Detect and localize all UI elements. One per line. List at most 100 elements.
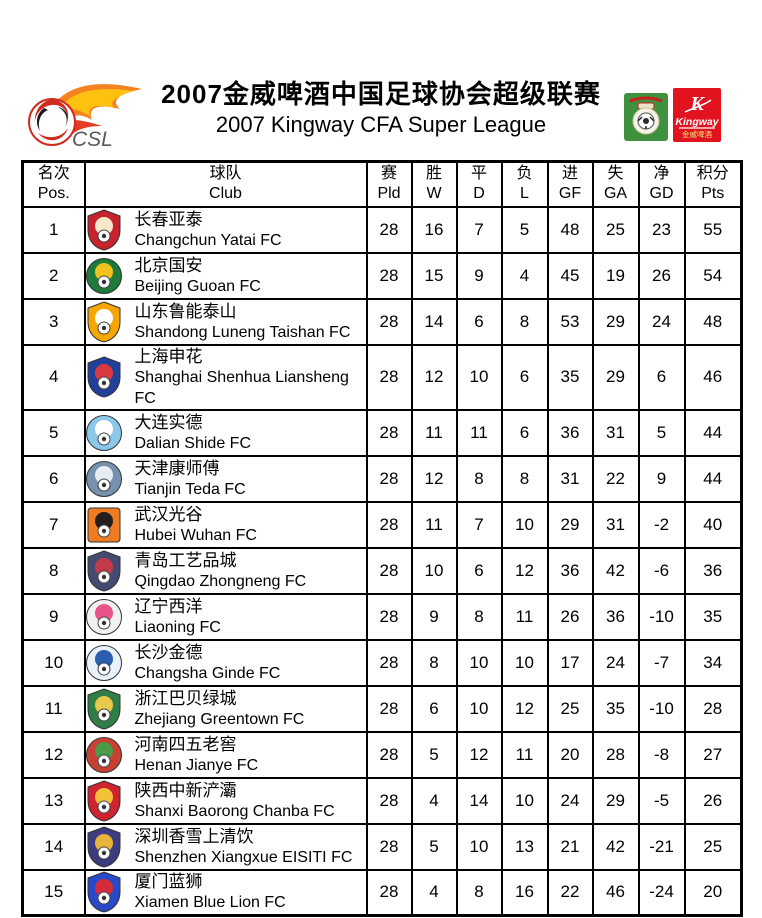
club-crest-icon xyxy=(86,208,122,251)
club-name-chinese: 青岛工艺品城 xyxy=(134,550,237,570)
position-cell: 3 xyxy=(21,297,86,346)
losses-cell: 16 xyxy=(500,868,549,917)
played-cell: 28 xyxy=(365,500,413,549)
column-header-en: GA xyxy=(603,185,628,203)
table-row: 6 天津康师傅 Tianjin Teda FC 28 12 8 8 31 22 9 44 xyxy=(21,454,743,503)
position-cell: 14 xyxy=(21,822,86,871)
losses-cell: 11 xyxy=(500,730,549,779)
club-cell: 青岛工艺品城 Qingdao Zhongneng FC xyxy=(83,546,368,595)
points-cell: 28 xyxy=(683,684,743,733)
position-cell: 15 xyxy=(21,868,86,917)
wins-cell: 12 xyxy=(410,343,458,411)
club-name-chinese: 北京国安 xyxy=(134,255,203,275)
draws-cell: 6 xyxy=(455,297,503,346)
column-header-club: 球队 Club xyxy=(83,160,368,208)
club-cell: 天津康师傅 Tianjin Teda FC xyxy=(83,454,368,503)
wins-cell: 9 xyxy=(410,592,458,641)
losses-cell: 10 xyxy=(500,500,549,549)
column-header-zh: 赛 xyxy=(380,165,397,183)
csl-logo-text: CSL xyxy=(72,128,113,151)
played-cell: 28 xyxy=(365,730,413,779)
position-cell: 8 xyxy=(21,546,86,595)
goals-against-cell: 19 xyxy=(591,251,640,300)
losses-cell: 6 xyxy=(500,408,549,457)
column-header-en: D xyxy=(473,185,485,203)
position-cell: 1 xyxy=(21,205,86,254)
column-header-pld: 赛 Pld xyxy=(365,160,413,208)
wins-cell: 11 xyxy=(410,408,458,457)
goals-against-cell: 46 xyxy=(591,868,640,917)
club-cell: 长春亚泰 Changchun Yatai FC xyxy=(83,205,368,254)
points-cell: 54 xyxy=(683,251,743,300)
column-header-zh: 积分 xyxy=(696,165,729,183)
csl-league-logo: CSL xyxy=(24,78,144,152)
draws-cell: 10 xyxy=(455,638,503,687)
club-name-english: Beijing Guoan FC xyxy=(134,277,261,295)
club-crest-icon xyxy=(86,779,122,822)
losses-cell: 10 xyxy=(500,776,549,825)
title-block: 2007金威啤酒中国足球协会超级联赛 2007 Kingway CFA Supe… xyxy=(140,78,622,139)
goals-for-cell: 53 xyxy=(546,297,594,346)
club-name-english: Dalian Shide FC xyxy=(134,434,252,452)
goals-against-cell: 42 xyxy=(591,546,640,595)
wins-cell: 8 xyxy=(410,638,458,687)
draws-cell: 7 xyxy=(455,500,503,549)
kingway-sub-text: 金威啤酒 xyxy=(682,129,712,139)
cfa-badge-icon xyxy=(624,93,668,141)
column-header-zh: 负 xyxy=(516,165,533,183)
column-header-zh: 平 xyxy=(470,165,487,183)
club-cell: 北京国安 Beijing Guoan FC xyxy=(83,251,368,300)
club-name-chinese: 长春亚泰 xyxy=(134,209,203,229)
points-cell: 26 xyxy=(683,776,743,825)
goals-for-cell: 17 xyxy=(546,638,594,687)
goal-difference-cell: -2 xyxy=(637,500,686,549)
goal-difference-cell: 24 xyxy=(637,297,686,346)
column-header-zh: 球队 xyxy=(209,165,242,183)
club-name-chinese: 天津康师傅 xyxy=(134,458,220,478)
goals-against-cell: 24 xyxy=(591,638,640,687)
goals-for-cell: 26 xyxy=(546,592,594,641)
goal-difference-cell: -6 xyxy=(637,546,686,595)
table-row: 4 上海申花 Shanghai Shenhua Liansheng FC 28 12 10… xyxy=(21,343,743,411)
goal-difference-cell: -5 xyxy=(637,776,686,825)
losses-cell: 4 xyxy=(500,251,549,300)
club-cell: 厦门蓝狮 Xiamen Blue Lion FC xyxy=(83,868,368,917)
goals-against-cell: 29 xyxy=(591,297,640,346)
goals-against-cell: 42 xyxy=(591,822,640,871)
club-cell: 大连实德 Dalian Shide FC xyxy=(83,408,368,457)
goals-for-cell: 48 xyxy=(546,205,594,254)
goal-difference-cell: -7 xyxy=(637,638,686,687)
column-header-gd: 净 GD xyxy=(637,160,686,208)
club-name-english: Tianjin Teda FC xyxy=(134,480,246,498)
club-name-chinese: 大连实德 xyxy=(134,412,203,432)
wins-cell: 4 xyxy=(410,776,458,825)
draws-cell: 6 xyxy=(455,546,503,595)
goals-for-cell: 36 xyxy=(546,546,594,595)
page-title-chinese: 2007金威啤酒中国足球协会超级联赛 xyxy=(161,79,601,109)
table-row: 15 厦门蓝狮 Xiamen Blue Lion FC 28 4 8 16 22 46 -24 20 xyxy=(21,868,743,917)
column-header-zh: 净 xyxy=(653,165,670,183)
club-name-chinese: 深圳香雪上清饮 xyxy=(134,826,254,846)
club-name-english: Changchun Yatai FC xyxy=(134,231,282,249)
points-cell: 46 xyxy=(683,343,743,411)
table-row: 1 长春亚泰 Changchun Yatai FC 28 16 7 5 48 25 23 55 xyxy=(21,205,743,254)
wins-cell: 15 xyxy=(410,251,458,300)
column-header-en: L xyxy=(520,185,529,203)
club-name-english: Shenzhen Xiangxue EISITI FC xyxy=(134,848,353,866)
goal-difference-cell: -21 xyxy=(637,822,686,871)
column-header-gf: 进 GF xyxy=(546,160,594,208)
table-row: 9 辽宁西洋 Liaoning FC 28 9 8 11 26 36 -10 35 xyxy=(21,592,743,641)
club-crest-icon xyxy=(86,549,122,592)
club-cell: 辽宁西洋 Liaoning FC xyxy=(83,592,368,641)
goals-for-cell: 21 xyxy=(546,822,594,871)
points-cell: 55 xyxy=(683,205,743,254)
column-header-en: W xyxy=(426,185,442,203)
goal-difference-cell: 6 xyxy=(637,343,686,411)
position-cell: 11 xyxy=(21,684,86,733)
draws-cell: 8 xyxy=(455,592,503,641)
goals-for-cell: 36 xyxy=(546,408,594,457)
goals-for-cell: 20 xyxy=(546,730,594,779)
wins-cell: 16 xyxy=(410,205,458,254)
